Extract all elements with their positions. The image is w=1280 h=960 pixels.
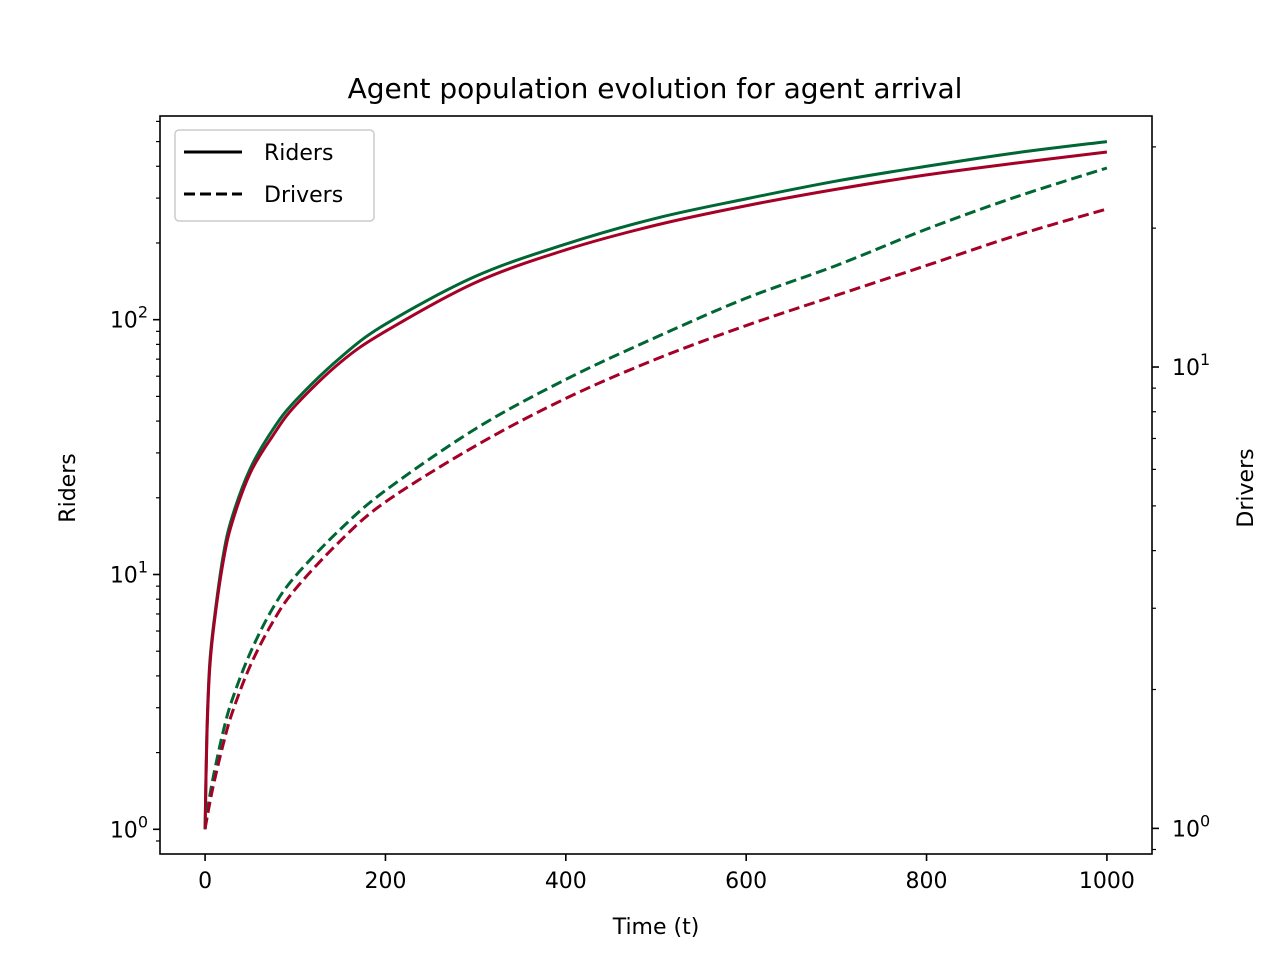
series-line-red-dashed xyxy=(203,207,1108,829)
chart-title: Agent population evolution for agent arr… xyxy=(348,72,963,105)
x-tick-label: 400 xyxy=(545,869,587,894)
legend: Riders Drivers xyxy=(174,129,375,222)
series-line-red-solid xyxy=(203,150,1108,830)
series-line-green-solid xyxy=(203,140,1108,830)
y2-tick-label: 100 xyxy=(1172,811,1210,842)
x-tick-label: 800 xyxy=(906,869,948,894)
series-line-green-dashed xyxy=(203,166,1108,829)
legend-label-drivers: Drivers xyxy=(264,183,343,208)
series-layer xyxy=(203,140,1108,830)
plot-frame xyxy=(159,115,1153,855)
ticks-layer: 0 200 400 600 800 1000 100 101 102 100 101 xyxy=(110,120,1210,894)
y-tick-label: 100 xyxy=(110,812,148,843)
y-tick-label: 102 xyxy=(110,303,148,334)
x-tick-label: 600 xyxy=(725,869,767,894)
legend-label-riders: Riders xyxy=(264,141,333,166)
y2-axis-title: Drivers xyxy=(1234,448,1259,527)
x-axis-title: Time (t) xyxy=(612,915,700,940)
y-tick-label: 101 xyxy=(110,557,148,588)
x-tick-label: 200 xyxy=(364,869,406,894)
y-axis-title: Riders xyxy=(56,453,81,522)
y2-tick-label: 101 xyxy=(1172,350,1210,381)
x-tick-label: 1000 xyxy=(1079,869,1135,894)
x-tick-label: 0 xyxy=(198,869,212,894)
